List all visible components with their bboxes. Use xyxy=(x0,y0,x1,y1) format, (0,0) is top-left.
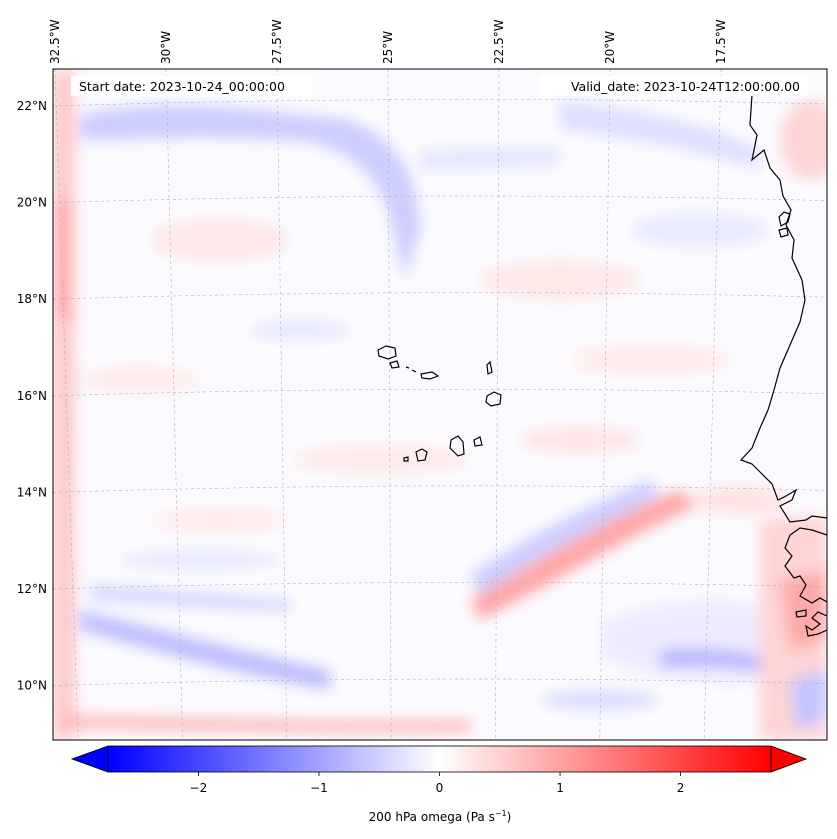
lon-label-3: 25°W xyxy=(381,31,395,64)
senegal-gambia-coast xyxy=(784,527,827,604)
longitude-labels: 32.5°W 30°W 27.5°W 25°W 22.5°W 20°W 17.5°W xyxy=(48,19,728,64)
lat-label-1: 20°N xyxy=(17,196,47,210)
lon-label-5: 20°W xyxy=(603,31,617,64)
map-frame xyxy=(52,68,828,741)
lat-gridline-1 xyxy=(53,195,827,203)
start-date-text: Start date: 2023-10-24_00:00:00 xyxy=(79,79,285,94)
coastline xyxy=(377,94,827,637)
colorbar-tick-label-4: 2 xyxy=(677,781,685,795)
colorbar-body xyxy=(108,746,771,772)
colorbar-tick-label-2: 0 xyxy=(436,781,444,795)
lon-label-2: 27.5°W xyxy=(270,19,284,64)
lon-label-4: 22.5°W xyxy=(492,19,506,64)
guinea-bissau-coast xyxy=(805,611,827,637)
valid-date-text: Valid_date: 2023-10-24T12:00:00.00 xyxy=(571,79,800,94)
lat-label-2: 18°N xyxy=(17,292,47,306)
lon-gridline-0 xyxy=(54,69,79,740)
lon-gridline-2 xyxy=(276,69,288,740)
lat-label-0: 22°N xyxy=(17,99,47,113)
omega-field xyxy=(53,70,827,740)
lon-gridline-5 xyxy=(599,69,611,740)
colorbar-ticks: −2 −1 0 1 2 xyxy=(190,772,685,795)
colorbar-extend-right xyxy=(770,745,808,773)
lat-gridline-6 xyxy=(53,678,827,686)
lon-label-0: 32.5°W xyxy=(48,19,62,64)
colorbar: −2 −1 0 1 2 200 hPa omega (Pa s−1) xyxy=(70,745,808,824)
island-santo-antao xyxy=(377,345,397,360)
lat-gridline-0 xyxy=(53,99,827,107)
lat-label-5: 12°N xyxy=(17,582,47,596)
lat-label-4: 14°N xyxy=(17,485,47,499)
colorbar-extend-left xyxy=(70,745,109,773)
lat-gridline-2 xyxy=(53,292,827,300)
lon-gridline-4 xyxy=(495,69,500,740)
lon-gridline-1 xyxy=(165,69,183,740)
lat-gridline-5 xyxy=(53,582,827,590)
lon-gridline-3 xyxy=(387,69,392,740)
africa-coastline xyxy=(739,94,827,523)
lat-gridline-3 xyxy=(53,388,827,397)
island-boa-vista xyxy=(485,391,502,407)
island-santiago xyxy=(449,435,465,457)
lon-label-6: 17.5°W xyxy=(714,19,728,64)
colorbar-label: 200 hPa omega (Pa s−1) xyxy=(369,809,512,824)
lon-gridline-6 xyxy=(703,69,722,740)
lat-label-3: 16°N xyxy=(17,389,47,403)
latitude-labels: 22°N 20°N 18°N 16°N 14°N 12°N 10°N xyxy=(17,99,47,693)
lat-label-6: 10°N xyxy=(17,679,47,693)
gridlines xyxy=(53,69,827,740)
lon-label-1: 30°W xyxy=(159,31,173,64)
colorbar-tick-label-0: −2 xyxy=(190,781,208,795)
start-date-box xyxy=(71,76,312,96)
colorbar-tick-label-3: 1 xyxy=(556,781,564,795)
valid-date-box xyxy=(539,76,808,96)
lat-gridline-4 xyxy=(53,485,827,493)
colorbar-tick-label-1: −1 xyxy=(310,781,328,795)
